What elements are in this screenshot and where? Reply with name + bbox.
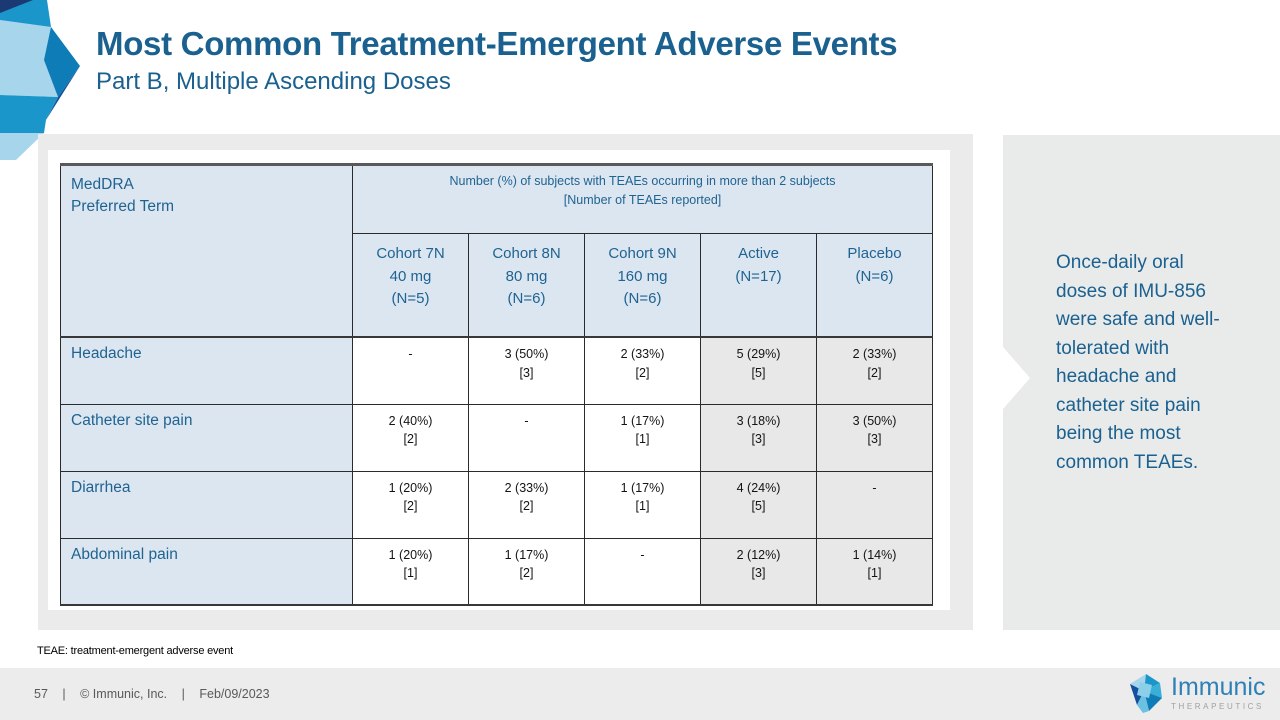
callout-panel: Once-daily oral doses of IMU-856 were sa… [1003, 135, 1280, 630]
column-header-cohort-8n: Cohort 8N 80 mg (N=6) [468, 233, 585, 338]
cell-headache-9n: 2 (33%) [2] [584, 336, 701, 405]
cell-abdominal-9n: - [584, 537, 701, 606]
immunic-logo-icon [1130, 674, 1162, 713]
table-row-catheter-site-pain: Catheter site pain 2 (40%) [2] - 1 (17%)[… [60, 403, 934, 472]
footer-separator: | [181, 687, 185, 701]
column-header-teae-count: Number (%) of subjects with TEAEs occurr… [351, 164, 934, 234]
slide-title: Most Common Treatment-Emergent Adverse E… [96, 25, 898, 62]
copyright: © Immunic, Inc. [80, 687, 168, 701]
logo-tagline: THERAPEUTICS [1171, 702, 1264, 711]
footer: 57 | © Immunic, Inc. | Feb/09/2023 Immun… [0, 668, 1280, 720]
cell-diarrhea-active: 4 (24%) [5] [700, 470, 817, 539]
cell-catheter-9n: 1 (17%) [1] [584, 403, 701, 472]
callout-arrow-icon [1003, 347, 1030, 409]
logo-wordmark: Immunic THERAPEUTICS [1171, 673, 1266, 712]
callout-text: Once-daily oral doses of IMU-856 were sa… [1056, 252, 1220, 473]
footer-separator: | [62, 687, 66, 701]
footer-date: Feb/09/2023 [199, 687, 270, 701]
cell-headache-7n: - [352, 336, 469, 405]
footnote: TEAE: treatment-emergent adverse event [37, 645, 233, 657]
meddra-line1: MedDRA [71, 176, 134, 193]
title-block: Most Common Treatment-Emergent Adverse E… [96, 25, 898, 96]
table-panel: MedDRA Preferred Term Number (%) of subj… [38, 134, 973, 630]
immunic-corner-logo-icon [0, 0, 80, 160]
column-header-placebo: Placebo (N=6) [815, 233, 934, 338]
span-header-line2: [Number of TEAEs reported] [563, 193, 722, 208]
cell-catheter-8n: - [468, 403, 585, 472]
immunic-logo: Immunic THERAPEUTICS [1128, 671, 1265, 715]
cell-abdominal-8n: 1 (17%) [2] [468, 537, 585, 606]
adverse-event-term: Diarrhea [60, 470, 353, 539]
table-row-abdominal-pain: Abdominal pain 1 (20%) [1] 1 (17%) [2] - 2… [60, 537, 934, 606]
column-header-cohort-7n: Cohort 7N 40 mg (N=5) [352, 233, 469, 338]
table-row-diarrhea: Diarrhea 1 (20%) [2] 2 (33%) [2] 1 (17%) [1… [60, 470, 934, 539]
cell-headache-placebo: 2 (33%) [2] [815, 336, 934, 405]
cell-headache-8n: 3 (50%) [3] [468, 336, 585, 405]
cell-catheter-7n: 2 (40%) [2] [352, 403, 469, 472]
table-card: MedDRA Preferred Term Number (%) of subj… [48, 150, 950, 610]
footer-text: 57 | © Immunic, Inc. | Feb/09/2023 [34, 687, 281, 701]
adverse-event-term: Catheter site pain [60, 403, 353, 472]
page-number: 57 [34, 687, 48, 701]
column-header-meddra: MedDRA Preferred Term [60, 164, 353, 338]
cell-headache-active: 5 (29%) [5] [700, 336, 817, 405]
logo-brand-name: Immunic [1171, 673, 1266, 701]
meddra-line2: Preferred Term [71, 198, 175, 216]
cell-abdominal-placebo: 1 (14%) [1] [815, 537, 934, 606]
cell-catheter-placebo: 3 (50%) [3] [815, 403, 934, 472]
adverse-event-term: Abdominal pain [60, 537, 353, 606]
adverse-event-term: Headache [60, 336, 353, 405]
cell-abdominal-7n: 1 (20%) [1] [352, 537, 469, 606]
teae-table: MedDRA Preferred Term Number (%) of subj… [60, 163, 934, 606]
cell-abdominal-active: 2 (12%) [3] [700, 537, 817, 606]
table-row-headache: Headache - 3 (50%) [3] 2 (33%) [2] 5 (29%)… [60, 336, 934, 405]
cell-diarrhea-8n: 2 (33%) [2] [468, 470, 585, 539]
cell-diarrhea-9n: 1 (17%) [1] [584, 470, 701, 539]
cell-catheter-active: 3 (18%) [3] [700, 403, 817, 472]
column-header-cohort-9n: Cohort 9N 160 mg (N=6) [584, 233, 701, 338]
span-header-line1: Number (%) of subjects with TEAEs occurr… [449, 174, 836, 188]
column-header-active: Active (N=17) [700, 233, 817, 338]
cell-diarrhea-7n: 1 (20%) [2] [352, 470, 469, 539]
slide-subtitle: Part B, Multiple Ascending Doses [96, 67, 451, 95]
cell-diarrhea-placebo: - [815, 470, 934, 539]
